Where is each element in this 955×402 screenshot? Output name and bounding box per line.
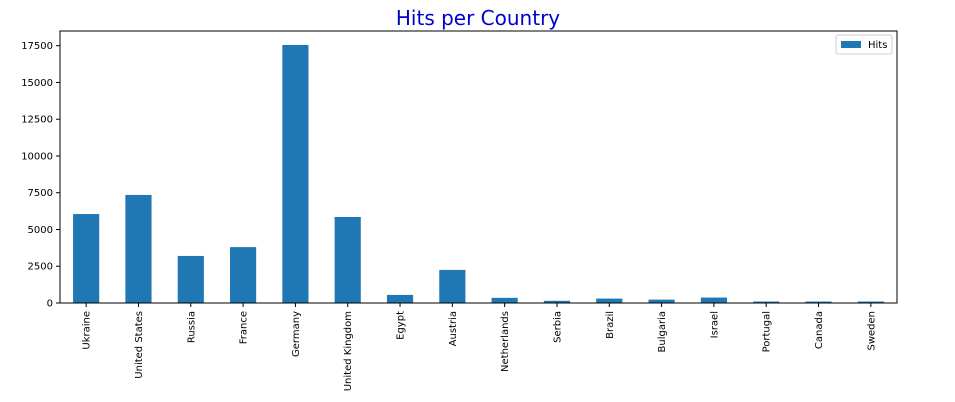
bar-portugal — [753, 301, 780, 303]
y-axis: 0 2500 5000 7500 10000 12500 15000 17500 — [21, 41, 60, 310]
bar-serbia — [543, 300, 571, 303]
x-tick-label: Sweden — [866, 311, 877, 351]
bar-germany — [282, 44, 309, 304]
bar-united-states — [125, 194, 152, 303]
x-tick-label: France — [239, 311, 250, 344]
bar-france — [230, 247, 257, 303]
x-tick-label: Russia — [186, 311, 197, 343]
x-tick-label: United States — [134, 311, 145, 379]
x-tick-label: Bulgaria — [657, 311, 668, 352]
bar-egypt — [386, 294, 414, 303]
bar-ukraine — [73, 214, 100, 303]
x-tick-label: Austria — [448, 311, 459, 346]
y-tick-label: 2500 — [28, 262, 53, 273]
x-tick-label: Serbia — [552, 311, 563, 343]
y-tick-label: 10000 — [21, 151, 53, 162]
legend-box — [835, 34, 893, 55]
y-tick-label: 5000 — [28, 225, 53, 236]
bar-israel — [700, 297, 727, 303]
bar-netherlands — [491, 297, 518, 303]
y-tick-label: 7500 — [28, 188, 53, 199]
y-tick-label: 0 — [47, 299, 53, 310]
bar-canada — [805, 301, 832, 303]
y-tick-label: 17500 — [21, 41, 53, 52]
y-tick-label: 12500 — [21, 115, 53, 126]
x-tick-label: Portugal — [762, 311, 773, 352]
bar-united-kingdom — [334, 216, 361, 303]
bar-series — [73, 44, 884, 304]
x-tick-label: Netherlands — [500, 311, 511, 372]
legend: Hits — [835, 34, 893, 55]
bar-bulgaria — [648, 299, 675, 303]
x-axis: Ukraine United States Russia France Germany U… — [82, 303, 877, 391]
plot-frame — [59, 30, 898, 304]
bar-brazil — [596, 298, 623, 303]
x-tick-label: Canada — [814, 311, 825, 349]
x-tick-label: Brazil — [605, 311, 616, 339]
chart-title: Hits per Country — [396, 6, 560, 30]
bar-russia — [177, 255, 204, 303]
legend-label: Hits — [868, 40, 887, 51]
bar-austria — [439, 269, 466, 303]
x-tick-label: Ukraine — [82, 311, 93, 350]
y-tick-label: 15000 — [21, 78, 53, 89]
legend-swatch — [841, 41, 861, 48]
x-tick-label: United Kingdom — [343, 311, 354, 391]
bar-sweden — [857, 301, 884, 303]
x-tick-label: Israel — [709, 311, 720, 338]
x-tick-label: Egypt — [396, 311, 407, 340]
x-tick-label: Germany — [291, 311, 302, 357]
